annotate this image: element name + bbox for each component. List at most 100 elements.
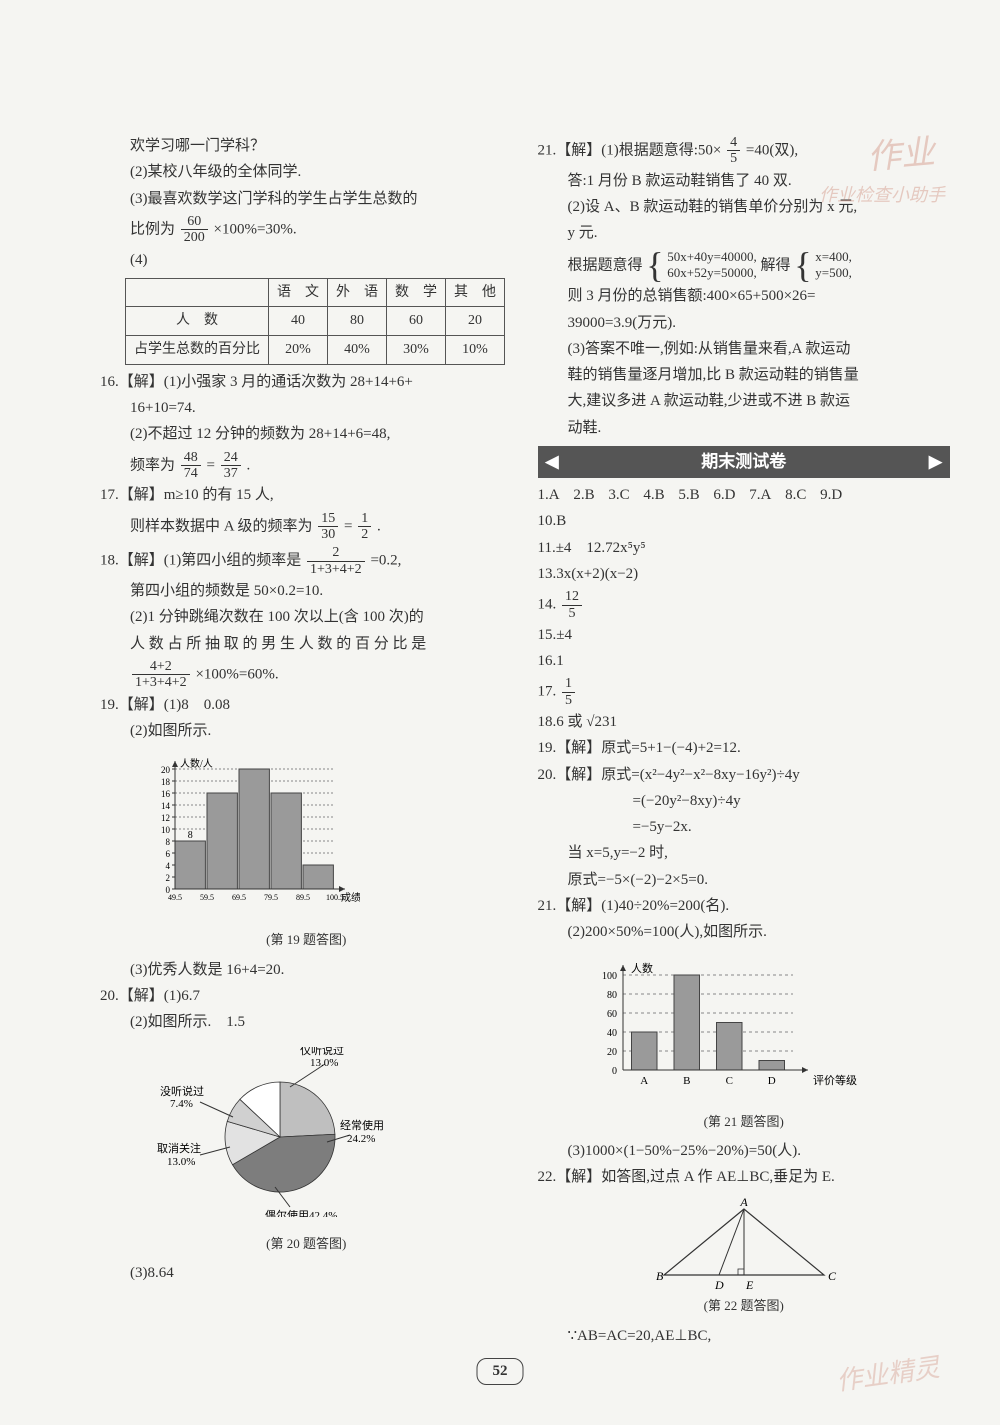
denominator: 5	[562, 606, 582, 621]
svg-text:仅听说过: 仅听说过	[300, 1047, 344, 1057]
text-line: 则 3 月份的总销售额:400×65+500×26=	[538, 285, 951, 308]
table-cell: 语 文	[269, 278, 328, 307]
answer: 6.D	[713, 484, 735, 507]
numerator: 24	[221, 450, 241, 466]
svg-text:B: B	[683, 1075, 690, 1087]
svg-text:D: D	[714, 1278, 724, 1292]
answer: 4.B	[643, 484, 664, 507]
numerator: 15	[318, 511, 338, 527]
text-line: (3)1000×(1−50%−25%−20%)=50(人).	[538, 1140, 951, 1163]
svg-text:18: 18	[161, 777, 171, 787]
text: =0.2,	[370, 553, 401, 569]
table-cell: 80	[328, 307, 387, 336]
denominator: 37	[221, 466, 241, 481]
svg-text:8: 8	[188, 830, 193, 841]
watermark-text: 作业	[865, 127, 937, 185]
fraction: 48 74	[181, 450, 201, 482]
svg-text:4: 4	[166, 861, 171, 871]
text: ×100%=30%.	[214, 221, 297, 237]
svg-text:成绩(分): 成绩(分)	[341, 891, 360, 904]
text-line: (2)某校八年级的全体同学.	[100, 161, 513, 184]
text-line: 第四小组的频数是 50×0.2=10.	[100, 580, 513, 603]
answer: 5.B	[678, 484, 699, 507]
text-line: 16.1	[538, 650, 951, 673]
text-line: 4+2 1+3+4+2 ×100%=60%.	[100, 659, 513, 691]
svg-text:0: 0	[612, 1066, 617, 1077]
svg-text:80: 80	[607, 990, 617, 1001]
equation: x=400,	[815, 249, 852, 264]
text-line: 14. 12 5	[538, 589, 951, 621]
svg-text:14: 14	[161, 801, 171, 811]
equation-system: x=400, y=500,	[815, 249, 852, 283]
svg-text:24.2%: 24.2%	[347, 1133, 375, 1145]
triangle-diagram-22: ABCDE	[644, 1197, 844, 1292]
numerator: 60	[181, 214, 208, 230]
brace-icon: {	[646, 249, 663, 281]
watermark-text: 作业检查小助手	[819, 182, 945, 210]
text: .	[246, 457, 250, 473]
text-line: 16+10=74.	[100, 397, 513, 420]
text-line: (3)8.64	[100, 1262, 513, 1285]
text-line: (2)如图所示. 1.5	[100, 1011, 513, 1034]
text-line: (3)优秀人数是 16+4=20.	[100, 959, 513, 982]
figure-caption: (第 20 题答图)	[100, 1234, 513, 1254]
text: 则样本数据中 A 级的频率为	[130, 518, 313, 534]
piechart-20: 仅听说过13.0%没听说过7.4%取消关注13.0%偶尔使用42.4%经常使用2…	[140, 1047, 400, 1217]
svg-text:49.5: 49.5	[168, 893, 182, 902]
answer: 1.A	[538, 484, 560, 507]
figure-caption: (第 21 题答图)	[538, 1112, 951, 1132]
fraction: 15 30	[318, 511, 338, 543]
table-cell: 20	[446, 307, 505, 336]
fraction: 24 37	[221, 450, 241, 482]
svg-text:16: 16	[161, 789, 171, 799]
table-cell: 60	[387, 307, 446, 336]
svg-text:2: 2	[166, 873, 171, 883]
svg-text:C: C	[828, 1269, 837, 1283]
text-line: 18.6 或 √231	[538, 711, 951, 734]
equation: 50x+40y=40000,	[667, 249, 756, 264]
numerator: 1	[562, 676, 575, 692]
text-line: (2)200×50%=100(人),如图所示.	[538, 921, 951, 944]
text-line: (4)	[100, 249, 513, 272]
svg-text:60: 60	[607, 1009, 617, 1020]
svg-text:偶尔使用42.4%: 偶尔使用42.4%	[265, 1209, 337, 1217]
table-cell: 数 学	[387, 278, 446, 307]
denominator: 1+3+4+2	[132, 675, 190, 690]
text: 比例为	[130, 221, 175, 237]
text-line: 欢学习哪一门学科？	[100, 135, 513, 158]
denominator: 2	[358, 527, 371, 542]
text-line: 人 数 占 所 抽 取 的 男 生 人 数 的 百 分 比 是	[100, 633, 513, 656]
denominator: 1+3+4+2	[307, 562, 365, 577]
fraction: 1 5	[562, 676, 575, 708]
text: 解得	[760, 257, 790, 273]
brace-icon: {	[794, 249, 811, 281]
denominator: 74	[181, 466, 201, 481]
numerator: 2	[307, 545, 365, 561]
numerator: 4+2	[132, 659, 190, 675]
svg-text:A: A	[739, 1197, 748, 1209]
svg-text:评价等级: 评价等级	[813, 1073, 857, 1087]
text: 18.【解】(1)第四小组的频率是	[100, 553, 301, 569]
table-cell: 占学生总数的百分比	[126, 336, 269, 365]
text-line: (2)1 分钟跳绳次数在 100 次以上(含 100 次)的	[100, 606, 513, 629]
text-line: 动鞋.	[538, 417, 951, 440]
fraction: 12 5	[562, 589, 582, 621]
svg-text:100: 100	[602, 971, 617, 982]
text-line: 20.【解】(1)6.7	[100, 985, 513, 1008]
text: ×100%=60%.	[195, 666, 278, 682]
text-line: (3)答案不唯一,例如:从销售量来看,A 款运动	[538, 338, 951, 361]
svg-text:40: 40	[607, 1028, 617, 1039]
svg-text:人数: 人数	[631, 962, 653, 975]
text: =	[207, 457, 215, 473]
svg-text:E: E	[745, 1278, 754, 1292]
text: 根据题意得	[568, 257, 643, 273]
table-row: 占学生总数的百分比 20% 40% 30% 10%	[126, 336, 505, 365]
numerator: 12	[562, 589, 582, 605]
denominator: 5	[727, 151, 740, 166]
text-line: (3)最喜欢数学这门学科的学生占学生总数的	[100, 188, 513, 211]
subject-table: 语 文 外 语 数 学 其 他 人 数 40 80 60 20 占学生总数的百分…	[125, 278, 505, 365]
svg-text:8: 8	[166, 837, 171, 847]
fraction: 4 5	[727, 135, 740, 167]
text-line: 19.【解】原式=5+1−(−4)+2=12.	[538, 737, 951, 760]
svg-text:89.5: 89.5	[296, 893, 310, 902]
